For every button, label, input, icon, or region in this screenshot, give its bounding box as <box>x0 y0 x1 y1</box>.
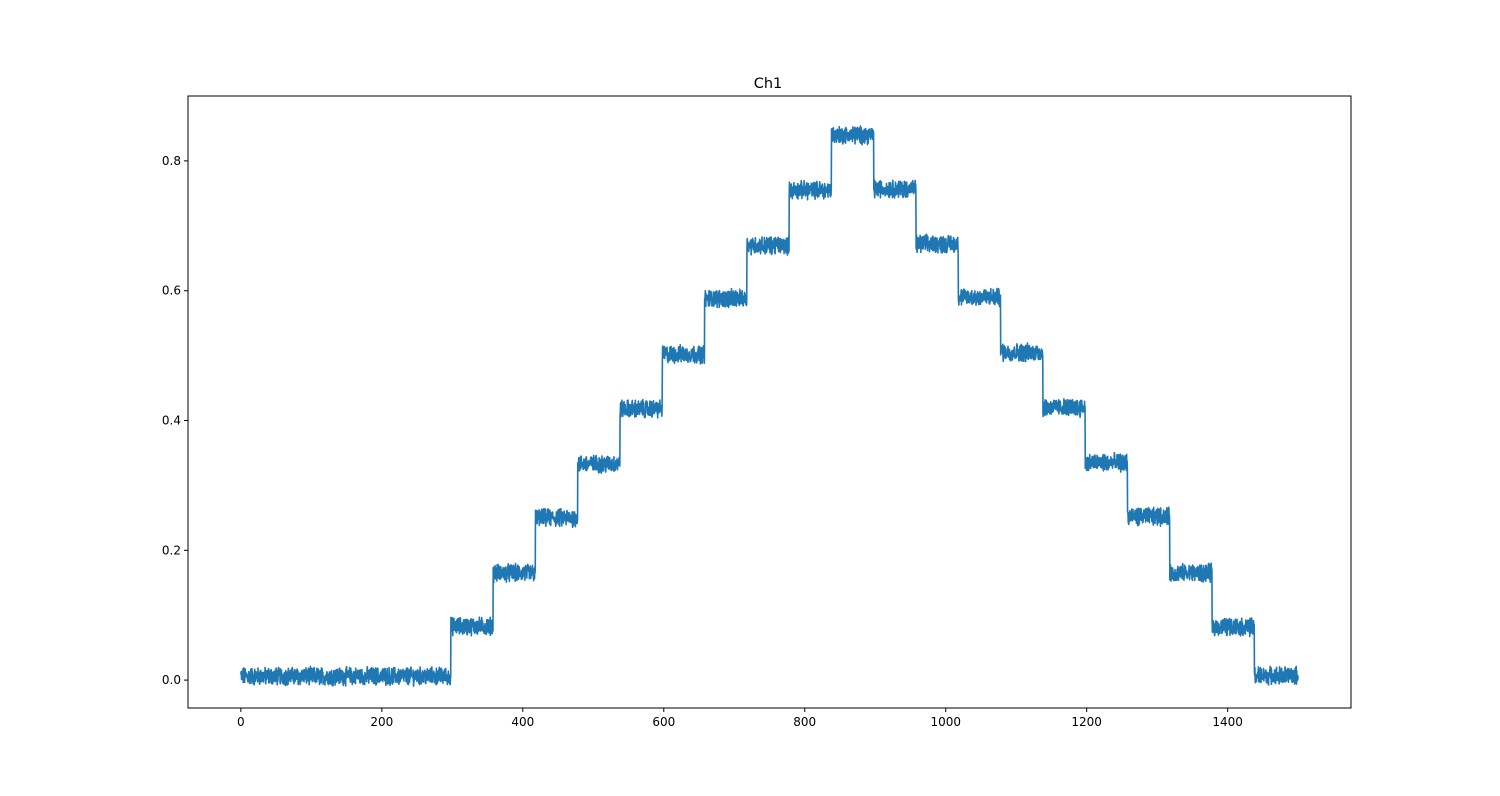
x-tick-label: 1400 <box>1212 715 1243 729</box>
y-tick-label: 0.6 <box>162 284 181 298</box>
series-layer <box>240 125 1299 687</box>
x-tick-label: 800 <box>793 715 816 729</box>
y-tick-label: 0.4 <box>162 413 181 427</box>
x-tick-label: 400 <box>511 715 534 729</box>
x-tick-label: 600 <box>652 715 675 729</box>
y-tick-label: 0.0 <box>162 673 181 687</box>
x-tick-label: 0 <box>237 715 245 729</box>
y-tick-label: 0.2 <box>162 543 181 557</box>
x-tick-label: 1200 <box>1071 715 1102 729</box>
chart-title: Ch1 <box>754 76 783 92</box>
plot-area-frame <box>187 95 1352 709</box>
axes-layer: 0 200 400 600 800 1000 1200 1400 0.0 0.2 0.4 0.6 0.8 <box>162 154 1243 729</box>
x-tick-label: 200 <box>370 715 393 729</box>
y-tick-label: 0.8 <box>162 154 181 168</box>
x-tick-label: 1000 <box>930 715 961 729</box>
series-line <box>240 125 1299 687</box>
